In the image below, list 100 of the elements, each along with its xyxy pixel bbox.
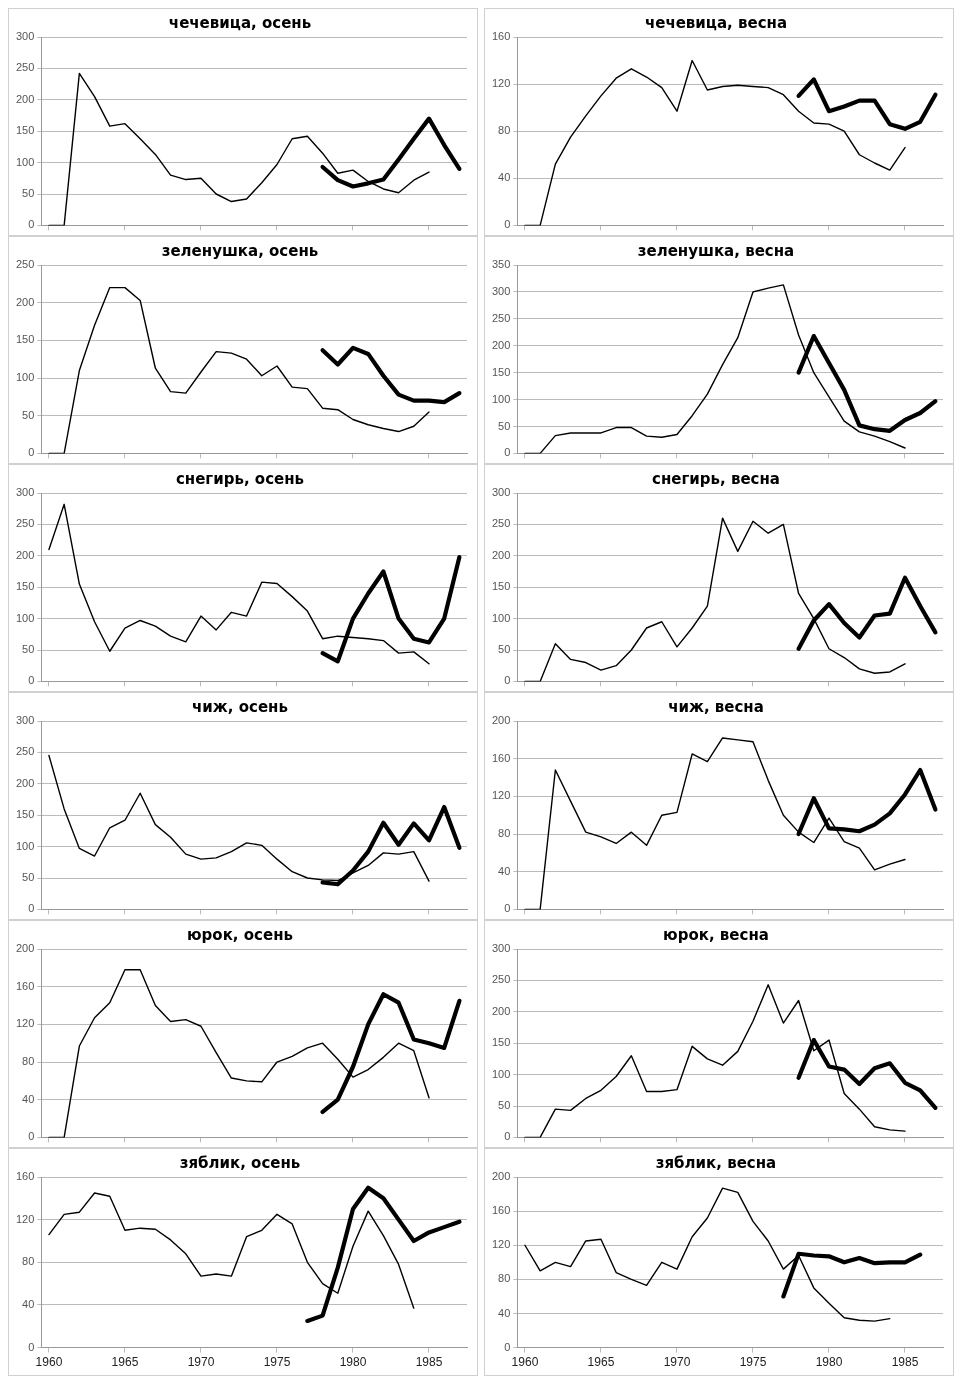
y-tick-label: 150 — [491, 1036, 511, 1049]
y-tick-label: 200 — [15, 942, 35, 955]
x-tick-label: 1985 — [415, 1355, 443, 1370]
y-tick-label: 150 — [15, 124, 35, 137]
x-tick-label: 1965 — [111, 1355, 139, 1370]
y-tick-label: 250 — [491, 311, 511, 324]
y-tick-label: 160 — [15, 1170, 35, 1183]
y-tick-label: 200 — [15, 776, 35, 789]
y-tick-label: 50 — [22, 187, 35, 200]
y-tick-label: 300 — [491, 942, 511, 955]
y-tick-label: 120 — [491, 789, 511, 802]
y-tick-label: 150 — [491, 580, 511, 593]
y-tick-label: 100 — [15, 839, 35, 852]
y-tick-label: 50 — [498, 419, 511, 432]
y-tick-label: 150 — [15, 808, 35, 821]
y-tick-label: 0 — [28, 674, 35, 687]
y-tick-label: 250 — [15, 61, 35, 74]
y-tick-label: 120 — [15, 1212, 35, 1225]
y-tick-label: 120 — [491, 1238, 511, 1251]
y-tick-label: 100 — [15, 371, 35, 384]
chart-title: чечевица, весна — [644, 13, 788, 32]
y-tick-label: 40 — [22, 1092, 35, 1105]
y-tick-label: 200 — [491, 338, 511, 351]
y-tick-label: 80 — [22, 1255, 35, 1268]
y-tick-label: 0 — [504, 674, 511, 687]
x-tick-label: 1975 — [263, 1355, 291, 1370]
x-tick-label: 1960 — [511, 1355, 539, 1370]
y-tick-label: 0 — [28, 218, 35, 231]
x-tick-label: 1980 — [339, 1355, 367, 1370]
y-tick-label: 0 — [504, 1130, 511, 1143]
y-tick-label: 200 — [491, 714, 511, 727]
y-tick-label: 300 — [491, 284, 511, 297]
chart-title: юрок, осень — [187, 925, 293, 944]
chart-title: снегирь, осень — [175, 469, 305, 488]
y-tick-label: 80 — [22, 1055, 35, 1068]
chart-title: чиж, весна — [668, 697, 764, 716]
y-tick-label: 80 — [498, 827, 511, 840]
y-tick-label: 80 — [498, 124, 511, 137]
y-tick-label: 100 — [15, 611, 35, 624]
x-tick-label: 1970 — [187, 1355, 215, 1370]
y-tick-label: 150 — [15, 580, 35, 593]
y-tick-label: 160 — [15, 979, 35, 992]
y-tick-label: 100 — [15, 155, 35, 168]
y-tick-label: 0 — [28, 902, 35, 915]
y-tick-label: 120 — [15, 1017, 35, 1030]
chart-title: снегирь, весна — [652, 469, 780, 488]
x-tick-label: 1965 — [587, 1355, 615, 1370]
x-tick-label: 1980 — [815, 1355, 843, 1370]
y-tick-label: 50 — [22, 408, 35, 421]
y-tick-label: 160 — [491, 751, 511, 764]
y-tick-label: 100 — [491, 392, 511, 405]
y-tick-label: 40 — [22, 1297, 35, 1310]
y-tick-label: 50 — [22, 643, 35, 656]
x-tick-label: 1975 — [739, 1355, 767, 1370]
y-tick-label: 300 — [15, 714, 35, 727]
y-tick-label: 300 — [15, 30, 35, 43]
y-tick-label: 250 — [15, 258, 35, 271]
y-tick-label: 160 — [491, 1204, 511, 1217]
chart-title: чиж, осень — [192, 697, 288, 716]
chart-title: зяблик, весна — [655, 1153, 777, 1172]
y-tick-label: 0 — [28, 1130, 35, 1143]
chart-title: чечевица, осень — [168, 13, 312, 32]
y-tick-label: 200 — [491, 548, 511, 561]
chart-title: зеленушка, весна — [637, 241, 795, 260]
y-tick-label: 350 — [491, 258, 511, 271]
y-tick-label: 80 — [498, 1272, 511, 1285]
y-tick-label: 250 — [491, 517, 511, 530]
y-tick-label: 160 — [491, 30, 511, 43]
y-tick-label: 0 — [504, 446, 511, 459]
y-tick-label: 200 — [491, 1004, 511, 1017]
y-tick-label: 0 — [28, 1340, 35, 1353]
y-tick-label: 150 — [491, 365, 511, 378]
y-tick-label: 300 — [15, 486, 35, 499]
y-tick-label: 100 — [491, 611, 511, 624]
y-tick-label: 200 — [15, 548, 35, 561]
y-tick-label: 50 — [22, 871, 35, 884]
y-tick-label: 250 — [15, 517, 35, 530]
chart-title: зяблик, осень — [179, 1153, 301, 1172]
y-tick-label: 0 — [504, 902, 511, 915]
y-tick-label: 100 — [491, 1067, 511, 1080]
x-tick-label: 1960 — [35, 1355, 63, 1370]
x-tick-label: 1985 — [891, 1355, 919, 1370]
x-tick-label: 1970 — [663, 1355, 691, 1370]
y-tick-label: 250 — [491, 973, 511, 986]
y-tick-label: 120 — [491, 77, 511, 90]
y-tick-label: 200 — [15, 295, 35, 308]
y-tick-label: 0 — [504, 1340, 511, 1353]
y-tick-label: 50 — [498, 643, 511, 656]
chart-title: зеленушка, осень — [161, 241, 319, 260]
y-tick-label: 0 — [504, 218, 511, 231]
y-tick-label: 40 — [498, 864, 511, 877]
y-tick-label: 200 — [491, 1170, 511, 1183]
y-tick-label: 50 — [498, 1099, 511, 1112]
y-tick-label: 40 — [498, 1306, 511, 1319]
y-tick-label: 200 — [15, 92, 35, 105]
chart-title: юрок, весна — [663, 925, 769, 944]
y-tick-label: 300 — [491, 486, 511, 499]
y-tick-label: 40 — [498, 171, 511, 184]
y-tick-label: 0 — [28, 446, 35, 459]
y-tick-label: 150 — [15, 333, 35, 346]
